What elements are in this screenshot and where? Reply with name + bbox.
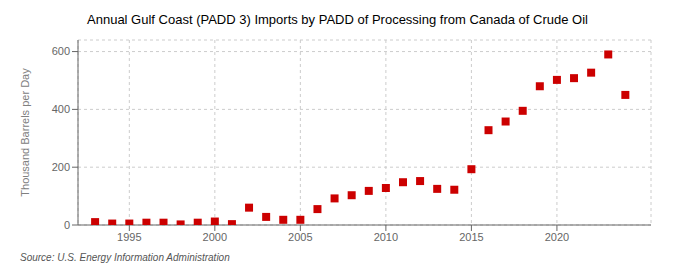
svg-text:2015: 2015 [459, 231, 483, 243]
svg-text:200: 200 [52, 161, 70, 173]
svg-text:2000: 2000 [203, 231, 227, 243]
html-text:Annual Gulf Coast (PADD 3) Imp: Annual Gulf Coast (PADD 3) Imports by PA… [87, 12, 588, 27]
svg-text:600: 600 [52, 45, 70, 57]
svg-text:0: 0 [64, 219, 70, 231]
svg-text:2005: 2005 [288, 231, 312, 243]
svg-text:400: 400 [52, 103, 70, 115]
svg-text:2020: 2020 [545, 231, 569, 243]
svg-text:Thousand Barrels per Day: Thousand Barrels per Day [19, 68, 31, 197]
html-text:Source: U.S. Energy Informatio: Source: U.S. Energy Information Administ… [20, 252, 230, 263]
svg-text:2010: 2010 [374, 231, 398, 243]
svg-text:1995: 1995 [117, 231, 141, 243]
